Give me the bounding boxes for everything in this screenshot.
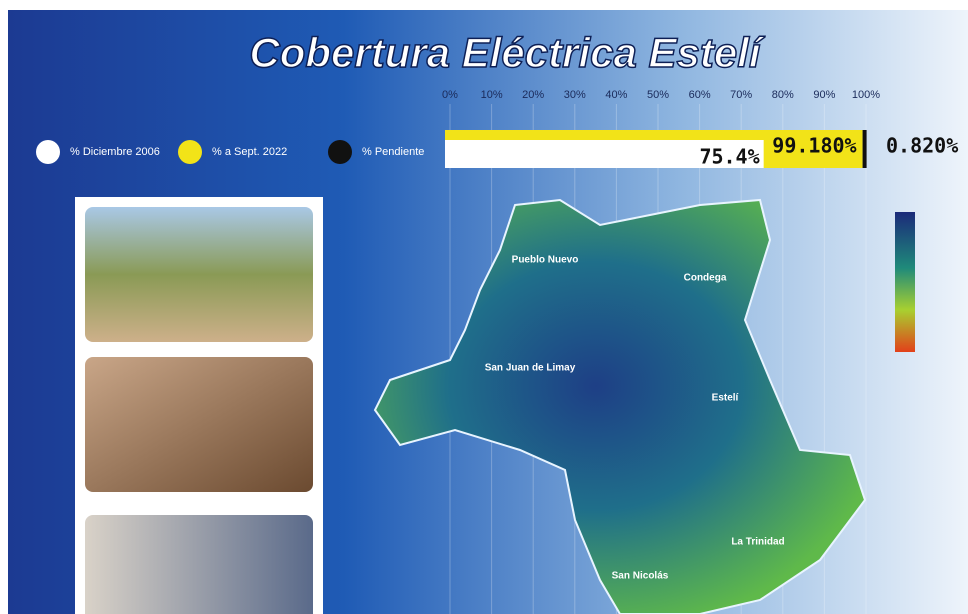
map-label: Pueblo Nuevo: [512, 255, 579, 266]
map-label: Condega: [684, 273, 727, 284]
value-label: 99.180%: [772, 134, 856, 158]
legend-swatch: [328, 140, 352, 164]
x-tick-label: 80%: [772, 89, 794, 101]
x-tick-label: 90%: [813, 89, 835, 101]
x-tick-label: 20%: [522, 89, 544, 101]
x-tick-label: 70%: [730, 89, 752, 101]
map-label: San Nicolás: [612, 571, 669, 582]
photo: [85, 357, 313, 492]
photo: [85, 515, 313, 614]
x-tick-label: 40%: [605, 89, 627, 101]
legend-swatch: [36, 140, 60, 164]
title: Cobertura Eléctrica Estelí: [249, 29, 766, 76]
legend-label: % Diciembre 2006: [70, 146, 160, 158]
value-label: 75.4%: [699, 145, 759, 169]
map-label: La Trinidad: [731, 537, 784, 548]
color-scale: [895, 212, 915, 352]
photo: [85, 207, 313, 342]
bar: [863, 130, 867, 168]
legend-label: % Pendiente: [362, 146, 424, 158]
legend-swatch: [178, 140, 202, 164]
x-tick-label: 0%: [442, 89, 458, 101]
map-label: San Juan de Limay: [485, 363, 576, 374]
x-tick-label: 60%: [689, 89, 711, 101]
infographic: Cobertura Eléctrica Estelí 0% 10% 20% 30% 40…: [0, 0, 968, 614]
legend-label: % a Sept. 2022: [212, 146, 287, 158]
x-tick-label: 30%: [564, 89, 586, 101]
x-tick-label: 100%: [852, 89, 880, 101]
x-tick-label: 50%: [647, 89, 669, 101]
x-tick-label: 10%: [481, 89, 503, 101]
map-label: Estelí: [712, 393, 740, 404]
value-label: 0.820%: [886, 134, 958, 158]
